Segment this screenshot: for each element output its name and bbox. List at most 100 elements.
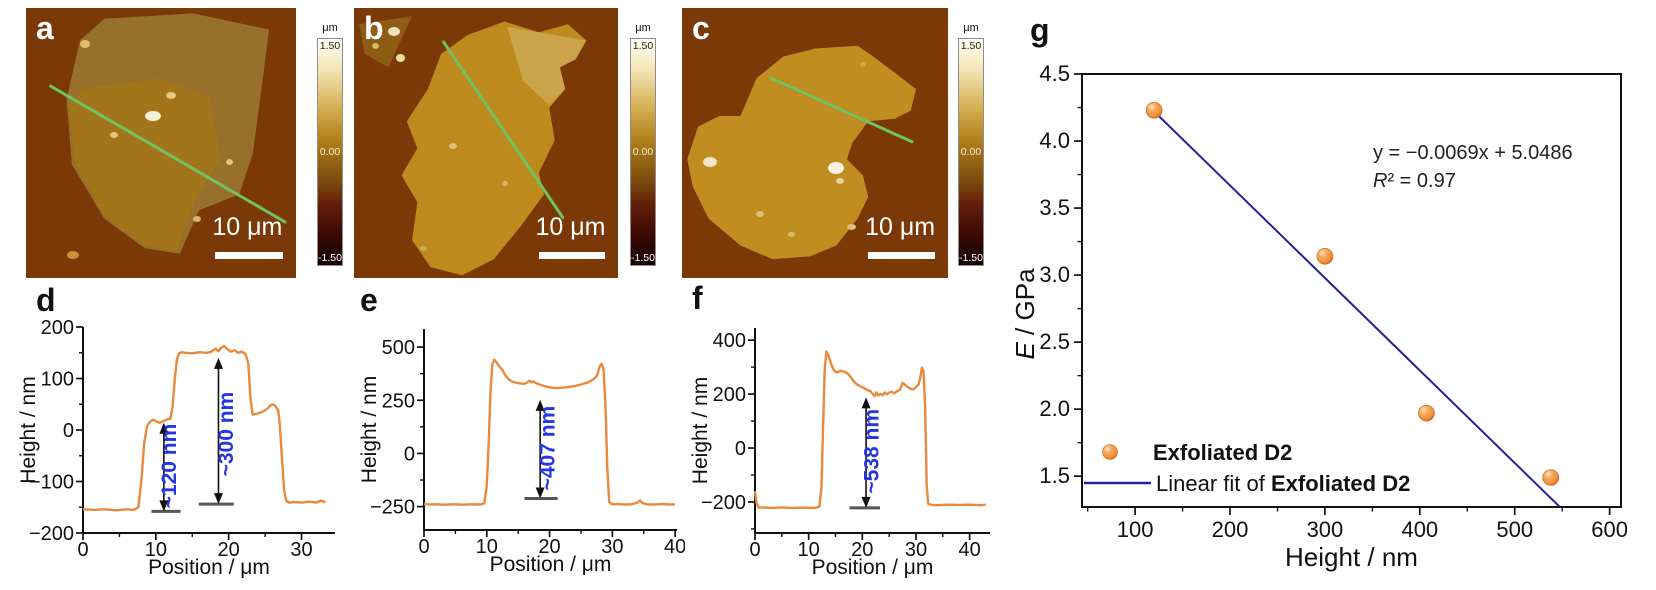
colorbar-min: -1.50 bbox=[959, 252, 983, 264]
data-point bbox=[1418, 404, 1435, 422]
particle bbox=[703, 156, 718, 167]
y-tick-label: 0 bbox=[404, 443, 415, 465]
colorbar-mid: 0.00 bbox=[632, 146, 654, 158]
y-tick-label: 400 bbox=[713, 330, 746, 352]
y-axis-label: Height / nm bbox=[689, 377, 712, 484]
colorbar-min: -1.50 bbox=[631, 252, 655, 264]
x-tick-label: 400 bbox=[1401, 517, 1438, 542]
y-tick-label: 0 bbox=[63, 420, 74, 442]
modulus-vs-height-chart-g: 100 200 300 400 500 600 1.5 2.0 2.5 3.0 3.5 4.0 4.5 H… bbox=[1010, 61, 1628, 572]
profile-line bbox=[423, 358, 676, 506]
panel-label-e: e bbox=[360, 282, 378, 318]
colorbar-mid: 0.00 bbox=[960, 146, 982, 158]
panel-label-d: d bbox=[36, 282, 56, 318]
y-tick-label: 100 bbox=[41, 369, 74, 391]
x-axis-label: Position / μm bbox=[490, 553, 612, 576]
x-tick-label: 600 bbox=[1591, 517, 1628, 542]
x-tick-label: 40 bbox=[958, 539, 980, 561]
particle bbox=[372, 43, 380, 50]
y-tick-label: 4.0 bbox=[1039, 128, 1070, 153]
x-tick-label: 30 bbox=[601, 536, 623, 558]
x-tick-label: 100 bbox=[1117, 517, 1154, 542]
y-tick-label: −200 bbox=[701, 492, 746, 514]
afm-image-a: a 10 μm bbox=[26, 8, 296, 278]
height-annotation: ~120 nm bbox=[158, 424, 181, 509]
particle bbox=[193, 215, 202, 222]
y-axis-label: Height / nm bbox=[358, 376, 381, 483]
particle bbox=[846, 224, 856, 230]
x-tick-label: 0 bbox=[749, 539, 760, 561]
arrow-head-down bbox=[213, 493, 223, 505]
y-tick-label: −200 bbox=[29, 523, 74, 545]
x-tick-label: 10 bbox=[798, 539, 820, 561]
fit-equation: y = −0.0069x + 5.0486 bbox=[1373, 142, 1573, 164]
y-tick-label: 2.0 bbox=[1039, 396, 1070, 421]
scale-bar-label-b: 10 μm bbox=[535, 213, 606, 242]
y-tick-label: 250 bbox=[382, 390, 415, 412]
particle bbox=[66, 251, 79, 259]
x-axis-label: Position / μm bbox=[148, 556, 270, 579]
scale-bar-label-c: 10 μm bbox=[865, 213, 936, 242]
legend-point-marker bbox=[1102, 444, 1118, 460]
particle bbox=[80, 40, 90, 49]
y-tick-label: 3.5 bbox=[1039, 195, 1070, 220]
x-tick-label: 20 bbox=[851, 539, 873, 561]
height-profile-chart-f: 0 10 20 30 40 −200 0 200 400 Position / μm Height … bbox=[689, 328, 990, 579]
y-tick-label: 500 bbox=[382, 337, 415, 359]
arrow-head-up bbox=[535, 399, 545, 411]
colorbar-gradient: 1.50 0.00 -1.50 bbox=[958, 38, 984, 266]
x-tick-label: 20 bbox=[218, 539, 240, 561]
y-tick-label: 0 bbox=[735, 438, 746, 460]
arrow-head-down bbox=[535, 487, 545, 499]
x-tick-label: 0 bbox=[418, 536, 429, 558]
x-tick-label: 30 bbox=[905, 539, 927, 561]
arrow-head-up bbox=[213, 357, 223, 369]
y-tick-label: 1.5 bbox=[1039, 463, 1070, 488]
particle bbox=[449, 143, 458, 149]
particle bbox=[166, 91, 177, 99]
colorbar-unit-label: μm bbox=[322, 22, 338, 34]
particle bbox=[396, 53, 406, 62]
fit-r-squared: R² = 0.97 bbox=[1373, 170, 1456, 192]
data-point bbox=[1145, 101, 1163, 119]
y-tick-label: 2.5 bbox=[1039, 329, 1070, 354]
particle bbox=[225, 159, 233, 166]
scale-bar-label-a: 10 μm bbox=[212, 213, 283, 242]
panel-label-c: c bbox=[692, 10, 710, 46]
arrow-head-down bbox=[159, 500, 169, 512]
colorbar-max: 1.50 bbox=[632, 40, 654, 52]
x-tick-label: 10 bbox=[145, 539, 167, 561]
arrow-head-down bbox=[861, 496, 871, 508]
y-axis-label: E / GPa bbox=[1010, 268, 1040, 360]
colorbar-gradient: 1.50 0.00 -1.50 bbox=[630, 38, 656, 266]
profile-line bbox=[82, 344, 326, 512]
colorbar-unit-label: μm bbox=[963, 22, 979, 34]
y-tick-label: 200 bbox=[41, 317, 74, 339]
height-annotation: ~407 nm bbox=[537, 406, 560, 491]
x-tick-label: 30 bbox=[290, 539, 312, 561]
x-tick-label: 10 bbox=[476, 536, 498, 558]
x-axis-label: Height / nm bbox=[1285, 542, 1418, 572]
y-tick-label: −100 bbox=[29, 472, 74, 494]
particle bbox=[836, 178, 845, 185]
y-axis-label: Height / nm bbox=[17, 376, 40, 483]
panel-label-b: b bbox=[364, 10, 384, 46]
particle bbox=[501, 180, 508, 186]
linear-fit-line bbox=[1151, 108, 1561, 508]
data-point bbox=[1542, 469, 1560, 486]
panel-label-a: a bbox=[36, 10, 54, 46]
x-tick-label: 500 bbox=[1496, 517, 1533, 542]
colorbar-gradient: 1.50 0.00 -1.50 bbox=[317, 38, 343, 266]
panel-label-g: g bbox=[1030, 12, 1050, 48]
scale-bar-c bbox=[868, 252, 935, 260]
x-tick-label: 200 bbox=[1212, 517, 1249, 542]
legend-label-data: Exfoliated D2 bbox=[1153, 440, 1292, 465]
particle bbox=[109, 132, 118, 139]
arrow-head-up bbox=[861, 397, 871, 409]
colorbar-max: 1.50 bbox=[319, 40, 341, 52]
x-tick-label: 0 bbox=[77, 539, 88, 561]
particle bbox=[420, 245, 427, 251]
profile-line bbox=[753, 350, 986, 510]
